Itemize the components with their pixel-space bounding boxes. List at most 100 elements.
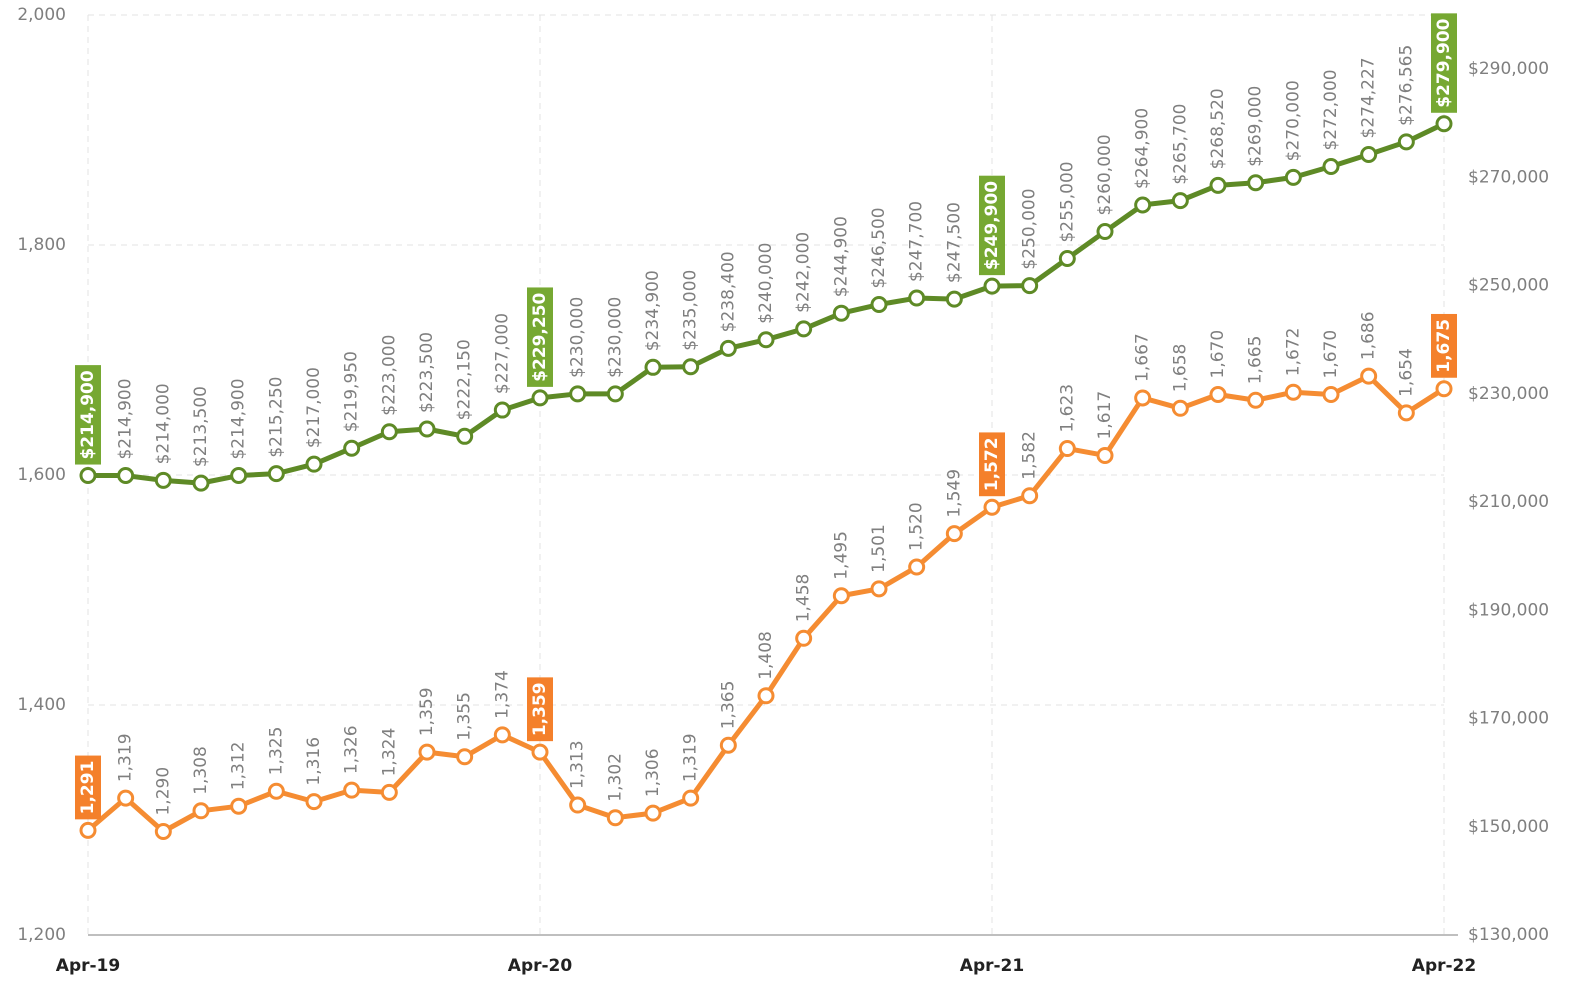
data-label: $249,900 bbox=[982, 181, 1002, 270]
point bbox=[79, 467, 97, 485]
y-tick-label: 1,400 bbox=[17, 695, 66, 715]
data-label-group: $230,000 bbox=[605, 297, 625, 378]
point bbox=[757, 687, 775, 705]
data-label-group: 1,572 bbox=[979, 432, 1005, 497]
point bbox=[305, 455, 323, 473]
point bbox=[870, 296, 888, 314]
point bbox=[493, 726, 511, 744]
x-tick-label: Apr-22 bbox=[1412, 956, 1476, 976]
data-label: $250,000 bbox=[1020, 188, 1040, 269]
point bbox=[644, 358, 662, 376]
data-label-group: 1,325 bbox=[266, 727, 286, 776]
data-label: 1,670 bbox=[1321, 330, 1341, 379]
data-label: $222,150 bbox=[455, 339, 475, 420]
data-label: 1,501 bbox=[869, 524, 889, 573]
point bbox=[1322, 386, 1340, 403]
point bbox=[380, 423, 398, 441]
data-label-group: $269,000 bbox=[1246, 86, 1266, 167]
point bbox=[230, 467, 248, 485]
data-label: $230,000 bbox=[605, 297, 625, 378]
y2-tick-label: $270,000 bbox=[1468, 167, 1549, 187]
point bbox=[1284, 383, 1302, 401]
data-label: 1,623 bbox=[1057, 384, 1077, 433]
point bbox=[908, 558, 926, 576]
point bbox=[832, 304, 850, 322]
point bbox=[682, 789, 700, 807]
data-label-group: 1,319 bbox=[681, 733, 701, 782]
data-label-group: $240,000 bbox=[756, 243, 776, 324]
data-label: 1,324 bbox=[379, 728, 399, 777]
data-label-group: $214,900 bbox=[229, 378, 249, 459]
point bbox=[908, 289, 926, 307]
data-label: $260,000 bbox=[1095, 134, 1115, 215]
point bbox=[380, 783, 398, 801]
data-label: $213,500 bbox=[191, 386, 211, 467]
data-label-group: $279,900 bbox=[1431, 13, 1457, 113]
point bbox=[682, 358, 700, 376]
data-label: $279,900 bbox=[1434, 18, 1454, 107]
data-label: 1,302 bbox=[605, 753, 625, 802]
data-label-group: 1,408 bbox=[756, 631, 776, 680]
data-label: 1,408 bbox=[756, 631, 776, 680]
data-label: $235,000 bbox=[681, 270, 701, 351]
data-label-group: 1,667 bbox=[1133, 333, 1153, 382]
data-label: $215,250 bbox=[266, 377, 286, 458]
data-label-group: $235,000 bbox=[681, 270, 701, 351]
data-label-group: 1,319 bbox=[116, 733, 136, 782]
data-label-group: $215,250 bbox=[266, 377, 286, 458]
point bbox=[644, 804, 662, 822]
point bbox=[606, 385, 624, 403]
data-label: 1,665 bbox=[1246, 336, 1266, 385]
point bbox=[1134, 389, 1152, 407]
data-label-group: $229,250 bbox=[527, 287, 553, 387]
data-label: $229,250 bbox=[530, 292, 550, 381]
data-label-group: 1,686 bbox=[1359, 311, 1379, 360]
data-label: 1,670 bbox=[1208, 330, 1228, 379]
point bbox=[117, 789, 135, 807]
data-label: $214,900 bbox=[116, 378, 136, 459]
point bbox=[569, 385, 587, 403]
point bbox=[795, 320, 813, 338]
data-label-group: $250,000 bbox=[1020, 188, 1040, 269]
data-label-group: $264,900 bbox=[1133, 108, 1153, 189]
point bbox=[1058, 250, 1076, 268]
data-label-group: $213,500 bbox=[191, 386, 211, 467]
data-label: 1,290 bbox=[153, 767, 173, 816]
data-label: $265,700 bbox=[1170, 103, 1190, 184]
data-label-group: 1,326 bbox=[342, 725, 362, 774]
data-label: 1,672 bbox=[1283, 328, 1303, 377]
point bbox=[757, 331, 775, 349]
data-label-group: 1,313 bbox=[568, 740, 588, 789]
point bbox=[983, 498, 1001, 516]
data-label: 1,319 bbox=[116, 733, 136, 782]
data-label: 1,549 bbox=[944, 469, 964, 518]
data-label-group: 1,291 bbox=[75, 755, 101, 820]
data-label-group: $242,000 bbox=[794, 232, 814, 313]
data-label-group: $265,700 bbox=[1170, 103, 1190, 184]
point bbox=[1209, 386, 1227, 403]
data-label-group: $223,000 bbox=[379, 335, 399, 416]
data-label-group: 1,458 bbox=[794, 574, 814, 623]
point bbox=[569, 796, 587, 814]
data-label: 1,675 bbox=[1434, 319, 1454, 373]
y-tick-label: 1,800 bbox=[17, 235, 66, 255]
data-label-group: 1,501 bbox=[869, 524, 889, 573]
data-label: $270,000 bbox=[1283, 80, 1303, 161]
data-label-group: 1,658 bbox=[1170, 344, 1190, 393]
data-label: $223,500 bbox=[417, 332, 437, 413]
data-label-group: 1,549 bbox=[944, 469, 964, 518]
data-label: $244,900 bbox=[831, 216, 851, 297]
data-label: 1,325 bbox=[266, 727, 286, 776]
point bbox=[1360, 367, 1378, 385]
data-label-group: $270,000 bbox=[1283, 80, 1303, 161]
data-label: $272,000 bbox=[1321, 69, 1341, 150]
point bbox=[1247, 174, 1265, 192]
point bbox=[79, 821, 97, 839]
data-label: 1,312 bbox=[229, 742, 249, 791]
y2-tick-label: $250,000 bbox=[1468, 276, 1549, 296]
data-label-group: 1,355 bbox=[455, 692, 475, 741]
data-label: 1,658 bbox=[1170, 344, 1190, 393]
point bbox=[230, 797, 248, 815]
point bbox=[1134, 196, 1152, 214]
point bbox=[192, 802, 210, 820]
